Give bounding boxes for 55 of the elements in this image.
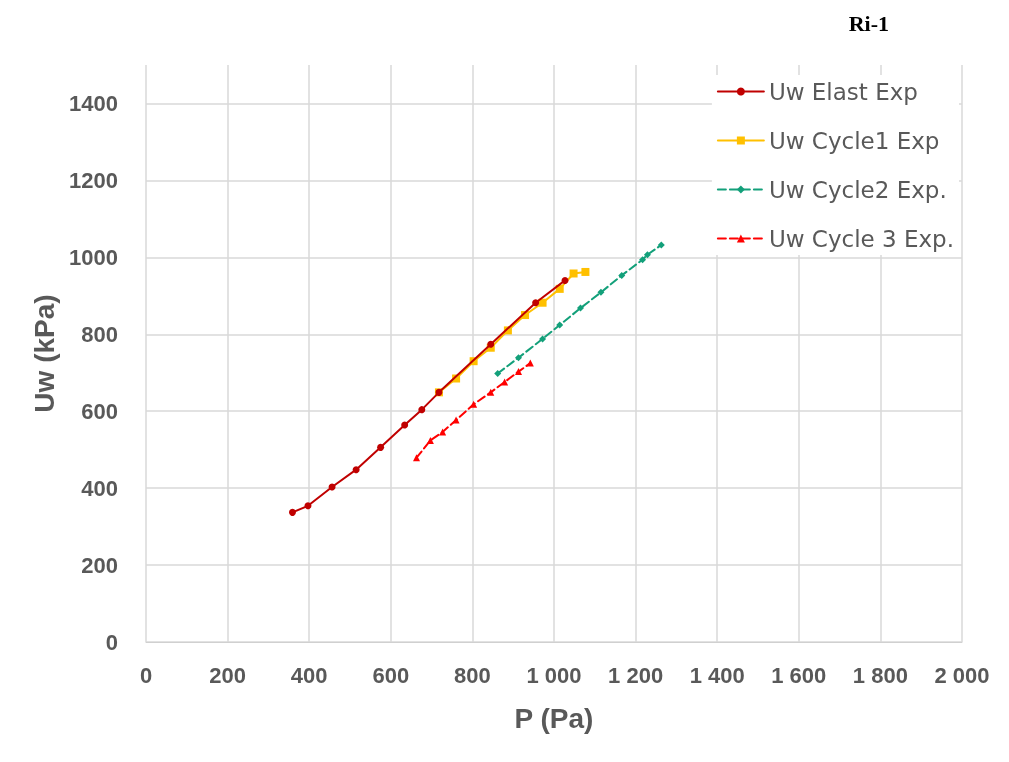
y-axis-title: Uw (kPa) xyxy=(28,294,60,413)
point xyxy=(487,388,495,396)
y-tick-label: 1400 xyxy=(69,90,118,116)
point xyxy=(532,299,540,307)
x-axis-title: P (Pa) xyxy=(514,702,594,734)
y-tick-label: 200 xyxy=(81,552,118,578)
point xyxy=(581,267,590,276)
point xyxy=(288,508,296,516)
x-tick-label: 0 xyxy=(139,662,153,688)
x-tick-label: 1 800 xyxy=(852,662,908,688)
point xyxy=(618,271,626,279)
y-tick-label: 0 xyxy=(105,629,118,655)
x-tick-label: 1 200 xyxy=(608,662,664,688)
point xyxy=(515,368,522,376)
point xyxy=(413,454,420,462)
point xyxy=(470,400,478,408)
point xyxy=(487,340,495,348)
point xyxy=(539,335,547,343)
y-tick-label: 400 xyxy=(81,475,118,501)
point xyxy=(577,304,585,312)
point xyxy=(418,406,426,414)
x-tick-label: 600 xyxy=(372,662,410,688)
point xyxy=(643,251,651,259)
y-tick-label: 600 xyxy=(81,398,118,424)
x-tick-label: 400 xyxy=(290,662,328,688)
point xyxy=(401,421,409,429)
point xyxy=(556,321,564,329)
x-tick-label: 1 000 xyxy=(526,662,582,688)
point xyxy=(494,370,502,377)
point xyxy=(452,416,460,424)
point xyxy=(352,466,360,474)
text: Ri-1 xyxy=(848,10,889,36)
point xyxy=(515,354,522,362)
point xyxy=(538,298,547,307)
point xyxy=(657,241,665,249)
x-tick-label: 1 600 xyxy=(771,662,827,688)
y-tick-label: 1200 xyxy=(69,167,118,193)
x-tick-label: 1 400 xyxy=(689,662,745,688)
point xyxy=(526,359,534,367)
point xyxy=(426,436,434,444)
x-tick-label: 2 000 xyxy=(934,662,990,688)
y-tick-label: 1000 xyxy=(69,244,118,270)
point xyxy=(639,256,647,264)
x-tick-label: 800 xyxy=(454,662,491,688)
x-tick-label: 200 xyxy=(209,662,246,688)
y-tick-label: 800 xyxy=(81,321,118,347)
point xyxy=(597,288,605,296)
point xyxy=(569,269,578,278)
point xyxy=(377,443,385,451)
legend-label: Uw Cycle2 Exp. xyxy=(768,176,947,203)
legend-label: Uw Cycle1 Exp xyxy=(768,127,940,154)
point xyxy=(304,502,312,510)
point xyxy=(561,276,569,284)
legend-label: Uw Elast Exp xyxy=(768,78,918,105)
legend-label: Uw Cycle 3 Exp. xyxy=(768,225,954,252)
